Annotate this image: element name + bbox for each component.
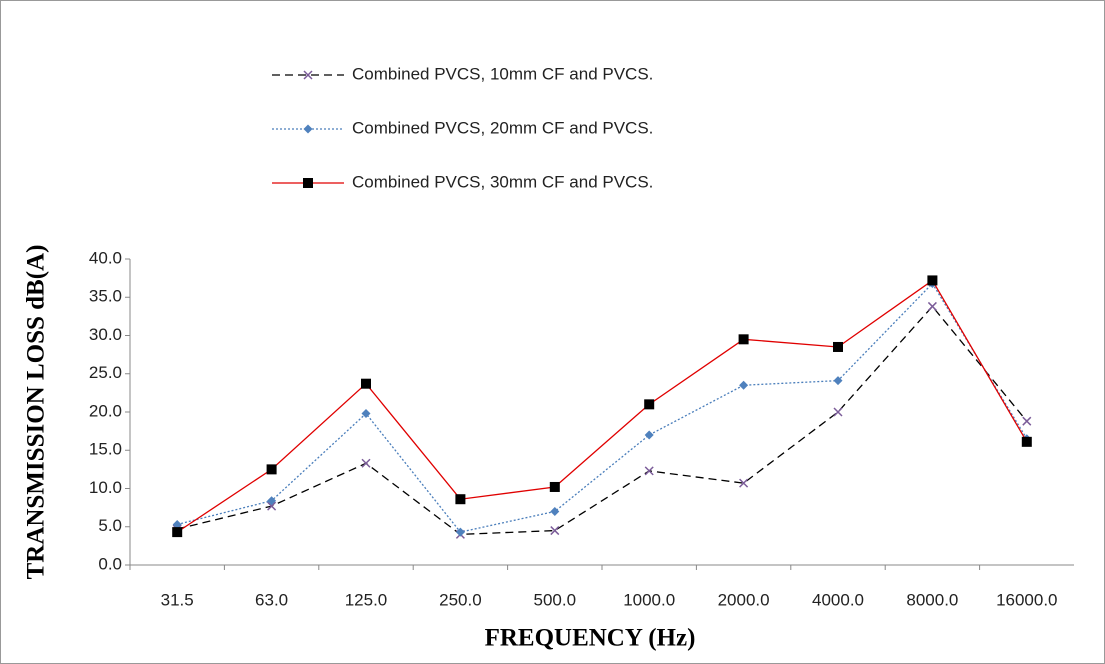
point-marker xyxy=(303,70,313,80)
point-marker xyxy=(455,527,465,537)
y-tick-label: 20.0 xyxy=(89,401,122,420)
point-marker xyxy=(739,478,749,488)
series-line xyxy=(177,282,1028,533)
point-marker xyxy=(361,458,371,468)
y-tick-label: 30.0 xyxy=(89,325,122,344)
point-marker xyxy=(361,378,371,389)
point-marker xyxy=(172,527,183,538)
point-marker xyxy=(833,341,843,352)
point-marker xyxy=(1022,416,1032,426)
x-tick-label: 8000.0 xyxy=(906,590,958,609)
y-tick-label: 40.0 xyxy=(89,248,122,267)
point-marker xyxy=(172,519,182,529)
point-marker xyxy=(550,526,560,536)
x-tick-label: 125.0 xyxy=(345,590,388,609)
x-tick-label: 2000.0 xyxy=(718,590,770,609)
x-tick-label: 63.0 xyxy=(255,590,288,609)
x-tick-label: 16000.0 xyxy=(996,590,1057,609)
legend-label: Combined PVCS, 30mm CF and PVCS. xyxy=(352,172,653,191)
x-tick-label: 31.5 xyxy=(161,590,194,609)
x-axis-title: FREQUENCY (Hz) xyxy=(485,625,696,652)
x-tick-label: 4000.0 xyxy=(812,590,864,609)
series-line xyxy=(176,279,1028,533)
x-tick-label: 250.0 xyxy=(439,590,482,609)
y-tick-label: 10.0 xyxy=(89,478,122,497)
y-tick-label: 35.0 xyxy=(89,287,122,306)
point-marker xyxy=(927,275,938,286)
point-marker xyxy=(267,496,277,506)
point-marker xyxy=(550,506,560,516)
point-marker xyxy=(644,399,655,410)
point-marker xyxy=(303,124,313,134)
point-marker xyxy=(739,380,749,390)
series-line xyxy=(177,305,1028,536)
point-marker xyxy=(644,466,654,476)
point-marker xyxy=(1021,436,1032,447)
point-marker xyxy=(833,407,843,417)
x-tick-label: 500.0 xyxy=(534,590,577,609)
y-tick-label: 15.0 xyxy=(89,440,122,459)
point-marker xyxy=(266,464,277,475)
point-marker xyxy=(927,301,937,311)
legend-label: Combined PVCS, 10mm CF and PVCS. xyxy=(352,64,653,83)
point-marker xyxy=(455,494,466,505)
y-axis-title: TRANSMISSION LOSS dB(A) xyxy=(23,245,50,580)
y-tick-label: 0.0 xyxy=(98,554,122,573)
point-marker xyxy=(361,409,371,419)
point-marker xyxy=(303,178,313,188)
point-marker xyxy=(644,430,654,440)
point-marker xyxy=(738,334,749,345)
y-tick-label: 25.0 xyxy=(89,363,122,382)
x-tick-label: 1000.0 xyxy=(623,590,675,609)
point-marker xyxy=(267,501,277,511)
point-marker xyxy=(833,376,843,386)
legend-label: Combined PVCS, 20mm CF and PVCS. xyxy=(352,118,653,137)
y-tick-label: 5.0 xyxy=(98,516,122,535)
point-marker xyxy=(549,481,560,492)
